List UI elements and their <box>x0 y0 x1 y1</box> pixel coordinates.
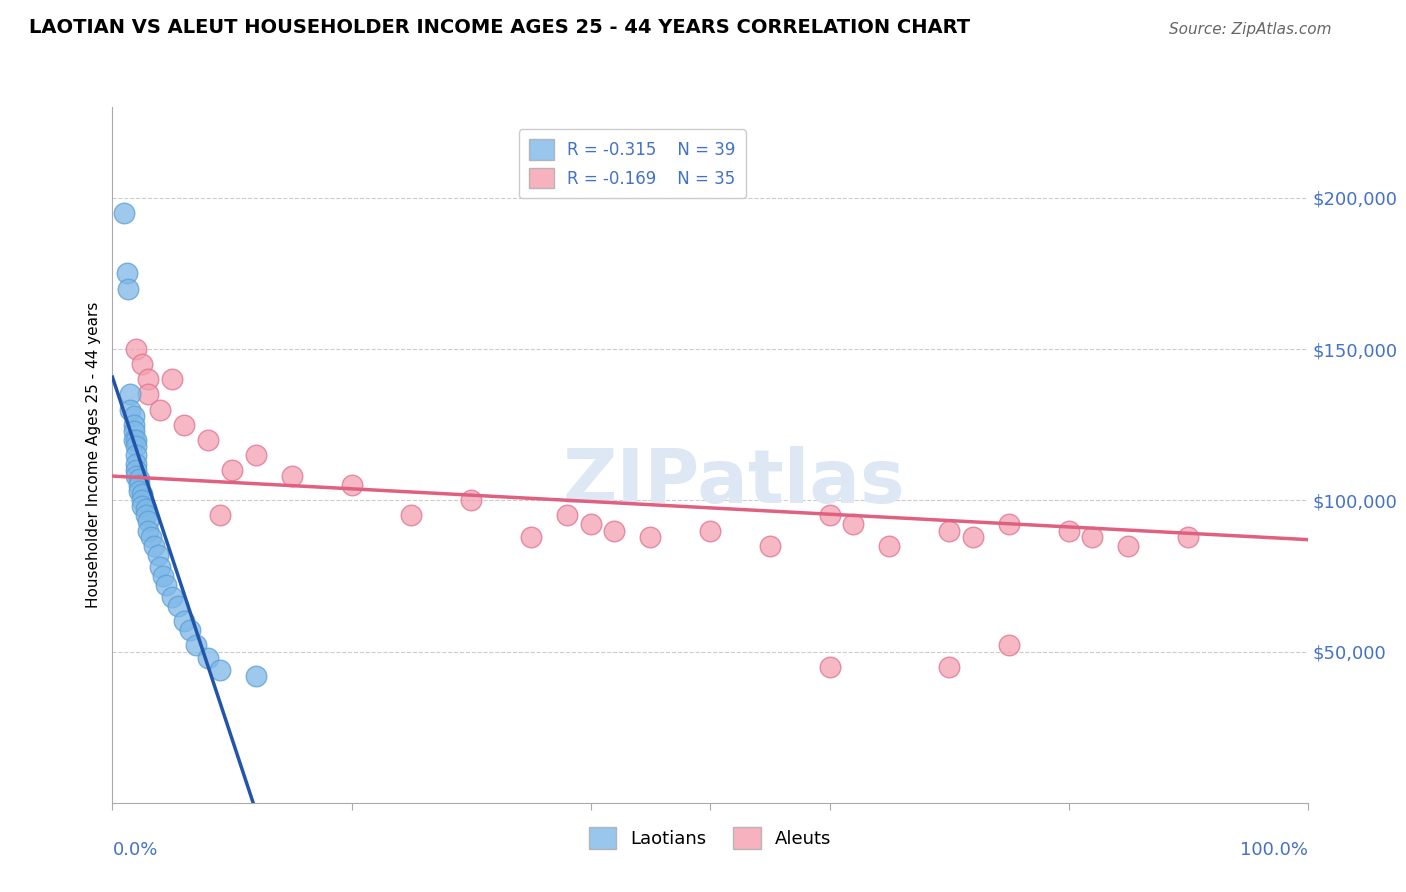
Point <box>179 624 201 638</box>
Point <box>759 539 782 553</box>
Point <box>818 508 841 523</box>
Point <box>122 424 145 438</box>
Point <box>149 559 172 574</box>
Point <box>162 372 183 386</box>
Point <box>221 463 243 477</box>
Text: ZIPatlas: ZIPatlas <box>562 446 905 519</box>
Point <box>1057 524 1080 538</box>
Point <box>146 548 169 562</box>
Point <box>245 448 267 462</box>
Point <box>998 639 1021 653</box>
Point <box>1177 530 1199 544</box>
Text: 0.0%: 0.0% <box>112 841 157 859</box>
Point <box>197 433 219 447</box>
Point <box>245 669 267 683</box>
Point <box>131 500 153 514</box>
Point <box>120 402 142 417</box>
Point <box>139 530 162 544</box>
Point <box>114 206 135 220</box>
Point <box>152 569 174 583</box>
Point <box>143 539 166 553</box>
Point <box>125 433 148 447</box>
Point <box>879 539 901 553</box>
Text: Source: ZipAtlas.com: Source: ZipAtlas.com <box>1168 22 1331 37</box>
Point <box>186 639 208 653</box>
Point <box>122 433 145 447</box>
Point <box>128 478 150 492</box>
Point <box>125 463 148 477</box>
Legend: Laotians, Aleuts: Laotians, Aleuts <box>582 820 838 856</box>
Point <box>1081 530 1104 544</box>
Point <box>125 457 148 471</box>
Point <box>131 487 153 501</box>
Point <box>167 599 190 614</box>
Point <box>122 417 145 432</box>
Point <box>842 517 865 532</box>
Point <box>209 508 232 523</box>
Point <box>131 357 153 371</box>
Point <box>149 402 172 417</box>
Point <box>173 417 195 432</box>
Point <box>125 448 148 462</box>
Point <box>117 281 139 295</box>
Text: 100.0%: 100.0% <box>1240 841 1308 859</box>
Point <box>640 530 662 544</box>
Point <box>115 267 138 281</box>
Point <box>155 578 177 592</box>
Point <box>401 508 423 523</box>
Point <box>1118 539 1140 553</box>
Point <box>340 478 363 492</box>
Point <box>281 469 304 483</box>
Point <box>699 524 721 538</box>
Point <box>998 517 1021 532</box>
Point <box>120 387 142 401</box>
Point <box>603 524 626 538</box>
Point <box>938 524 960 538</box>
Point <box>138 387 160 401</box>
Point <box>125 342 148 356</box>
Point <box>938 659 960 673</box>
Point <box>579 517 602 532</box>
Point <box>962 530 984 544</box>
Point <box>138 372 160 386</box>
Point <box>125 469 148 483</box>
Point <box>138 515 160 529</box>
Y-axis label: Householder Income Ages 25 - 44 years: Householder Income Ages 25 - 44 years <box>86 301 101 608</box>
Point <box>520 530 543 544</box>
Point <box>460 493 482 508</box>
Point <box>128 472 150 486</box>
Point <box>125 439 148 453</box>
Text: LAOTIAN VS ALEUT HOUSEHOLDER INCOME AGES 25 - 44 YEARS CORRELATION CHART: LAOTIAN VS ALEUT HOUSEHOLDER INCOME AGES… <box>28 19 970 37</box>
Point <box>209 663 232 677</box>
Point <box>135 502 157 516</box>
Point <box>128 484 150 499</box>
Point <box>138 524 160 538</box>
Point <box>818 659 841 673</box>
Point <box>135 508 157 523</box>
Point <box>555 508 578 523</box>
Point <box>197 650 219 665</box>
Point <box>173 615 195 629</box>
Point <box>131 493 153 508</box>
Point <box>122 409 145 423</box>
Point <box>162 590 183 604</box>
